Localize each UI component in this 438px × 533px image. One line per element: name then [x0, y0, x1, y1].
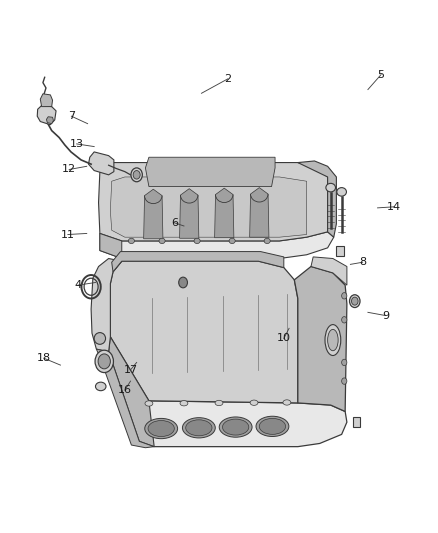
- Ellipse shape: [342, 293, 347, 299]
- Ellipse shape: [98, 354, 110, 369]
- Ellipse shape: [223, 419, 249, 435]
- Polygon shape: [112, 252, 284, 272]
- Polygon shape: [99, 163, 328, 241]
- Polygon shape: [109, 337, 154, 447]
- Polygon shape: [91, 259, 122, 352]
- Ellipse shape: [131, 168, 142, 182]
- Ellipse shape: [350, 295, 360, 308]
- Ellipse shape: [95, 382, 106, 391]
- Ellipse shape: [145, 401, 153, 406]
- Polygon shape: [215, 188, 234, 238]
- Polygon shape: [46, 117, 53, 124]
- Polygon shape: [100, 232, 334, 259]
- Text: 14: 14: [387, 202, 401, 212]
- Polygon shape: [110, 177, 307, 237]
- Ellipse shape: [229, 238, 235, 244]
- Ellipse shape: [194, 238, 200, 244]
- Polygon shape: [100, 233, 122, 259]
- Ellipse shape: [325, 325, 341, 356]
- Text: 13: 13: [70, 139, 84, 149]
- Ellipse shape: [328, 329, 338, 351]
- Text: 12: 12: [62, 165, 76, 174]
- Polygon shape: [145, 157, 275, 187]
- Ellipse shape: [186, 420, 212, 436]
- Ellipse shape: [94, 333, 106, 344]
- Ellipse shape: [215, 400, 223, 406]
- Ellipse shape: [259, 418, 286, 434]
- Ellipse shape: [351, 297, 358, 305]
- Ellipse shape: [342, 359, 347, 366]
- Ellipse shape: [342, 317, 347, 323]
- Ellipse shape: [219, 417, 252, 437]
- Ellipse shape: [145, 418, 178, 439]
- Text: 6: 6: [171, 218, 178, 228]
- Text: 16: 16: [118, 385, 132, 395]
- Ellipse shape: [95, 350, 113, 373]
- Polygon shape: [109, 261, 298, 403]
- Text: 2: 2: [224, 74, 231, 84]
- Ellipse shape: [337, 188, 346, 196]
- Ellipse shape: [326, 183, 336, 192]
- Polygon shape: [353, 417, 360, 427]
- Text: 5: 5: [378, 70, 385, 79]
- Polygon shape: [96, 349, 154, 448]
- Text: 8: 8: [359, 257, 366, 267]
- Text: 10: 10: [277, 334, 291, 343]
- Ellipse shape: [283, 400, 291, 405]
- Ellipse shape: [250, 400, 258, 406]
- Polygon shape: [88, 152, 114, 175]
- Text: 9: 9: [382, 311, 389, 320]
- Ellipse shape: [256, 416, 289, 437]
- Text: 18: 18: [37, 353, 51, 363]
- Polygon shape: [37, 106, 56, 125]
- Ellipse shape: [133, 171, 140, 179]
- Ellipse shape: [159, 238, 165, 244]
- Polygon shape: [294, 266, 347, 411]
- Polygon shape: [144, 189, 163, 239]
- Ellipse shape: [128, 238, 134, 244]
- Ellipse shape: [148, 421, 174, 437]
- Text: 17: 17: [124, 365, 138, 375]
- Polygon shape: [109, 337, 347, 447]
- Ellipse shape: [264, 238, 270, 244]
- Polygon shape: [40, 94, 53, 107]
- Text: 11: 11: [61, 230, 75, 239]
- Polygon shape: [336, 246, 344, 256]
- Text: 4: 4: [74, 280, 81, 290]
- Polygon shape: [311, 257, 347, 285]
- Text: 7: 7: [68, 111, 75, 121]
- Polygon shape: [298, 161, 336, 237]
- Ellipse shape: [342, 378, 347, 384]
- Polygon shape: [250, 188, 269, 237]
- Polygon shape: [180, 189, 199, 238]
- Ellipse shape: [179, 277, 187, 288]
- Ellipse shape: [180, 401, 188, 406]
- Ellipse shape: [182, 418, 215, 438]
